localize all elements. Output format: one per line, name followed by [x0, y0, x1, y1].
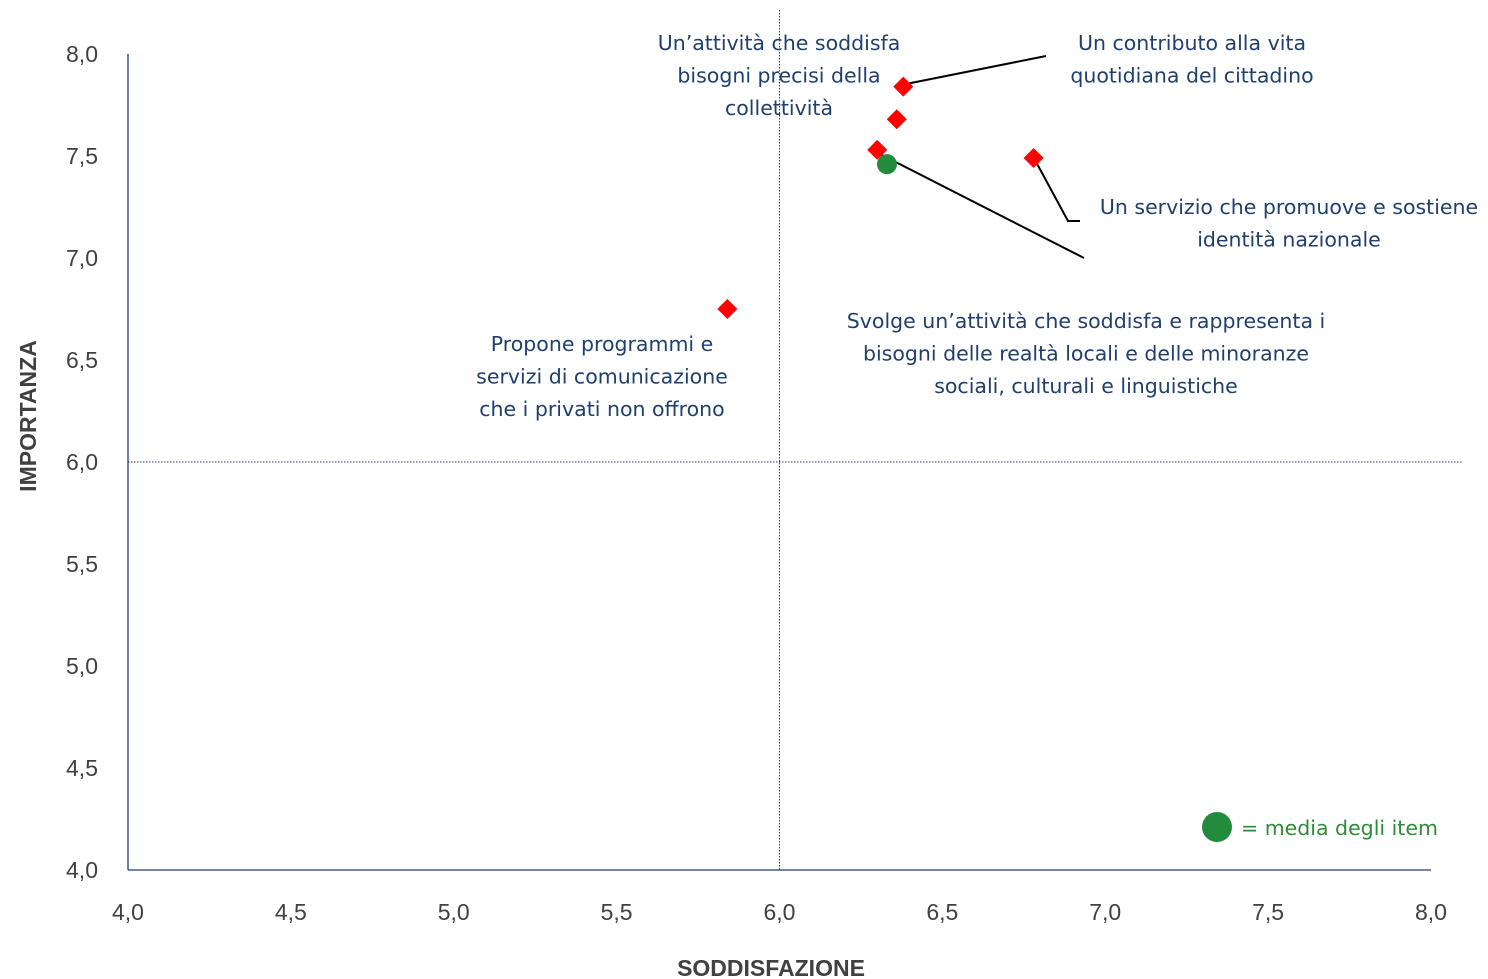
annotation-line: quotidiana del cittadino — [1070, 64, 1313, 88]
x-tick-label: 4,5 — [275, 899, 307, 925]
leader-lines — [877, 55, 1085, 259]
x-axis-title: SODDISFAZIONE — [677, 955, 865, 979]
annotation-line: che i privati non offrono — [479, 397, 724, 421]
annotation-line: bisogni precisi della — [677, 64, 880, 88]
annotation-line: collettività — [725, 96, 833, 120]
annotation-line: Un servizio che promuove e sostiene — [1100, 195, 1478, 219]
legend: = media degli item — [1202, 812, 1438, 842]
annotation-line: Svolge un’attività che soddisfa e rappre… — [847, 309, 1325, 333]
x-tick-label: 6,0 — [764, 899, 796, 925]
axes — [127, 54, 1431, 871]
annotation-line: bisogni delle realtà locali e delle mino… — [863, 342, 1309, 366]
annotation-line: Un contributo alla vita — [1078, 31, 1306, 55]
y-tick-label: 7,5 — [66, 143, 98, 169]
legend-label: = media degli item — [1241, 816, 1438, 840]
mean-point — [876, 154, 897, 175]
data-point — [867, 139, 888, 160]
y-tick-label: 4,5 — [66, 755, 98, 781]
annotation-line: servizi di comunicazione — [476, 365, 728, 389]
x-tick-label: 5,5 — [601, 899, 633, 925]
annotation-line: sociali, culturali e linguistiche — [934, 374, 1238, 398]
leader-line — [1034, 159, 1080, 222]
annotation-label: Svolge un’attività che soddisfa e rappre… — [847, 309, 1325, 398]
x-tick-label: 7,5 — [1252, 899, 1284, 925]
x-tick-label: 5,0 — [438, 899, 470, 925]
annotation-line: Propone programmi e — [491, 332, 714, 356]
x-tick-labels: 4,0 4,5 5,0 5,5 6,0 6,5 7,0 7,5 8,0 — [112, 899, 1447, 925]
legend-mean-marker — [1202, 812, 1232, 842]
x-tick-label: 7,0 — [1089, 899, 1121, 925]
data-point — [893, 76, 914, 97]
y-tick-label: 7,0 — [66, 245, 98, 271]
data-point — [1023, 148, 1044, 169]
x-tick-label: 4,0 — [112, 899, 144, 925]
annotation-label: Un’attività che soddisfa bisogni precisi … — [658, 31, 901, 120]
y-tick-label: 5,5 — [66, 551, 98, 577]
reference-lines — [128, 10, 1462, 870]
annotations: Un’attività che soddisfa bisogni precisi … — [476, 31, 1478, 421]
annotation-label: Un contributo alla vita quotidiana del ci… — [1070, 31, 1313, 88]
annotation-line: Un’attività che soddisfa — [658, 31, 901, 55]
y-tick-label: 5,0 — [66, 653, 98, 679]
data-point — [886, 109, 907, 130]
annotation-label: Propone programmi e servizi di comunicazi… — [476, 332, 728, 421]
leader-line — [905, 55, 1047, 85]
x-tick-label: 8,0 — [1415, 899, 1447, 925]
y-tick-labels: 4,0 4,5 5,0 5,5 6,0 6,5 7,0 7,5 8,0 — [66, 41, 98, 883]
leader-line — [877, 152, 1085, 259]
y-tick-label: 6,0 — [66, 449, 98, 475]
y-tick-label: 8,0 — [66, 41, 98, 67]
annotation-line: identità nazionale — [1197, 228, 1381, 252]
data-points — [717, 76, 1044, 319]
x-tick-label: 6,5 — [926, 899, 958, 925]
y-axis-title: IMPORTANZA — [15, 340, 41, 492]
y-tick-label: 4,0 — [66, 857, 98, 883]
y-tick-label: 6,5 — [66, 347, 98, 373]
data-point — [717, 299, 738, 319]
annotation-label: Un servizio che promuove e sostiene ident… — [1100, 195, 1478, 252]
